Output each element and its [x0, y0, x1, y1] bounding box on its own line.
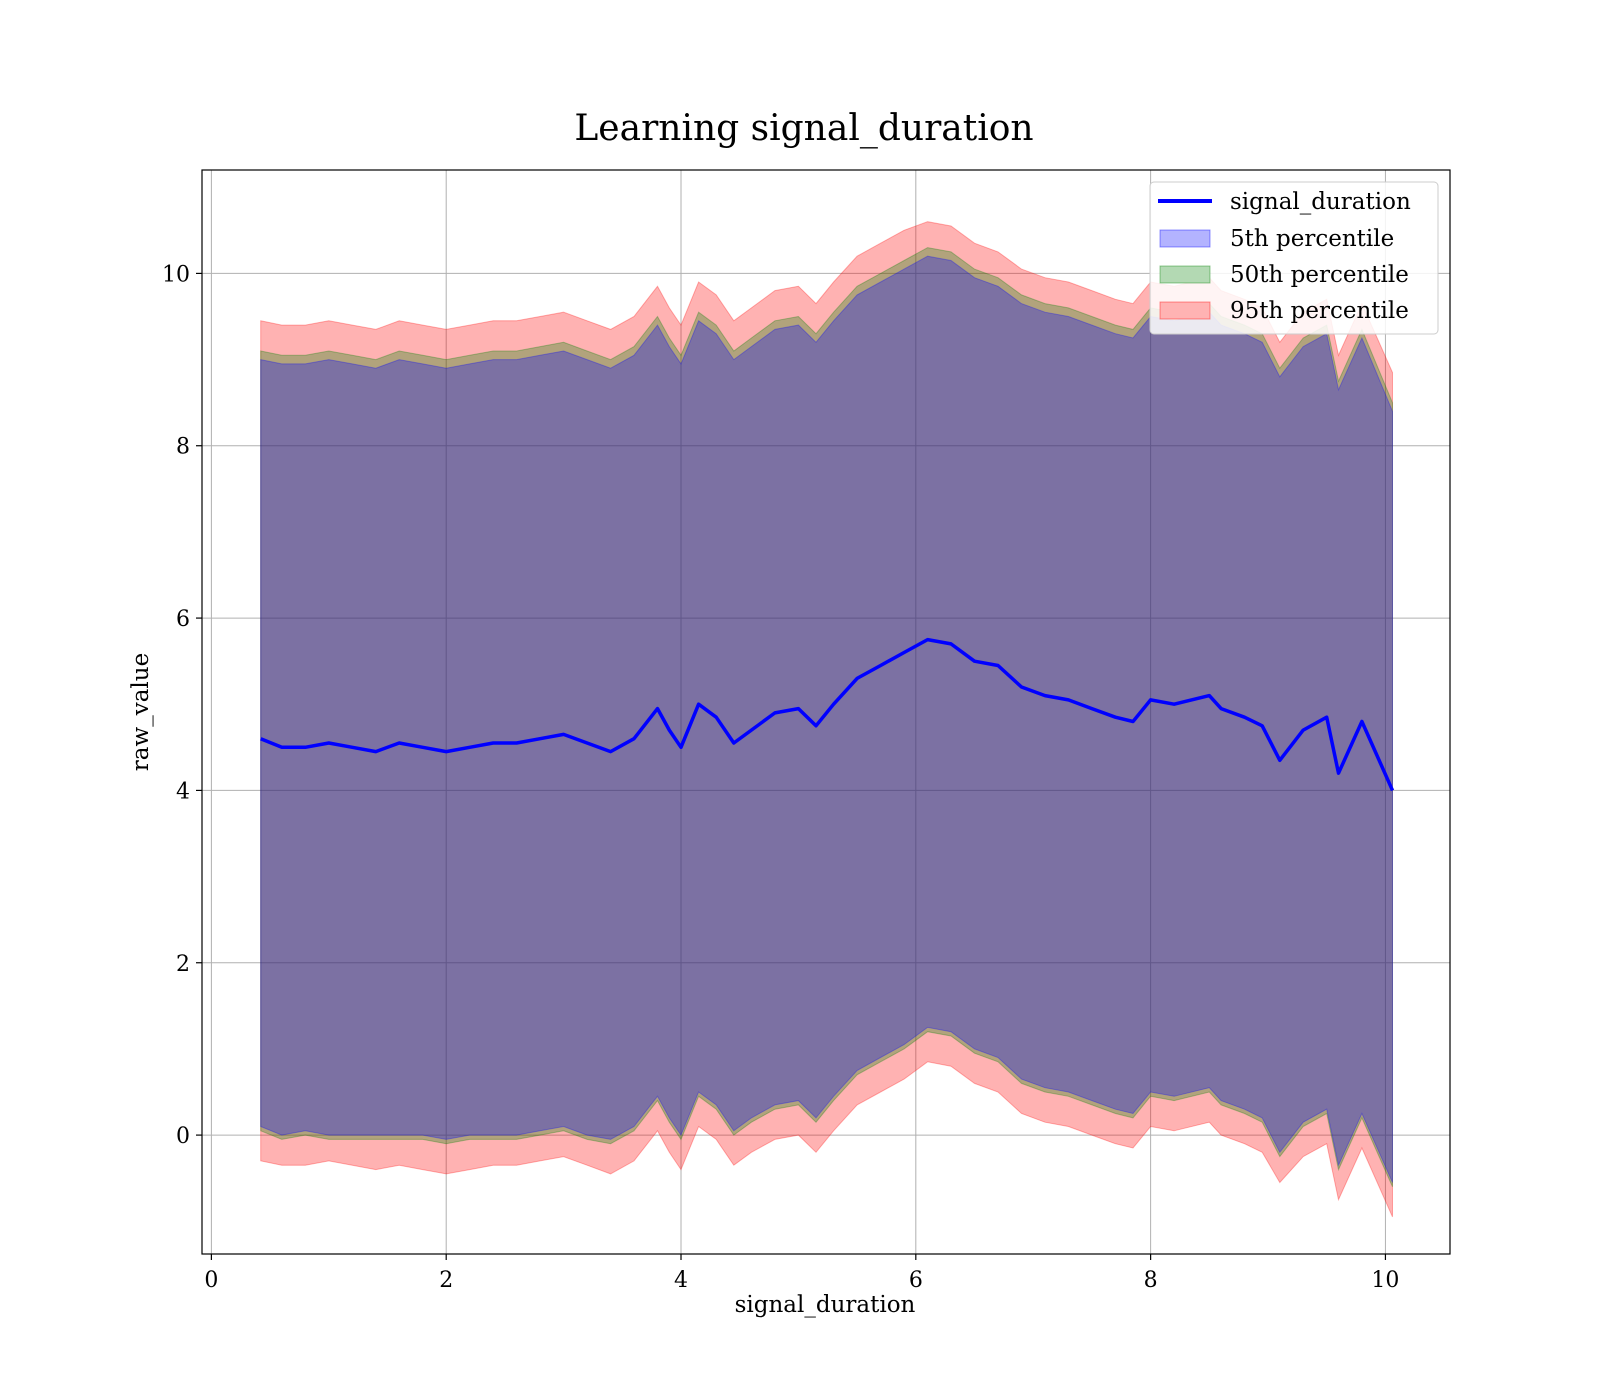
legend-label-signal-duration: signal_duration: [1230, 189, 1411, 215]
legend-swatch-5th-percentile: [1159, 229, 1211, 248]
legend: signal_duration 5th percentile 50th perc…: [1149, 181, 1439, 335]
legend-label-95th-percentile: 95th percentile: [1230, 298, 1409, 324]
band-95th-percentile: [260, 221, 1393, 1218]
band-5th-percentile: [260, 255, 1393, 1183]
y-tick-label: 8: [176, 435, 190, 460]
y-tick-label: 10: [162, 262, 190, 287]
x-tick-label: 4: [674, 1268, 688, 1293]
percentile-bands: [260, 221, 1393, 1218]
x-tick-label: 6: [909, 1268, 923, 1293]
x-tick-label: 0: [204, 1268, 218, 1293]
legend-label-5th-percentile: 5th percentile: [1230, 226, 1394, 252]
y-tick-label: 0: [176, 1124, 190, 1149]
x-tick-label: 2: [439, 1268, 453, 1293]
x-tick-label: 10: [1371, 1268, 1399, 1293]
x-tick-label: 8: [1144, 1268, 1158, 1293]
y-tick-label: 4: [176, 779, 190, 804]
band-50th-percentile: [260, 247, 1393, 1188]
legend-swatch-95th-percentile: [1159, 301, 1211, 320]
grid-lines: [202, 170, 1450, 1254]
series-line-layer: [260, 637, 1395, 792]
y-axis-label: raw_value: [128, 653, 154, 771]
chart-title: Learning signal_duration: [574, 108, 1033, 149]
legend-swatch-50th-percentile: [1159, 265, 1211, 284]
legend-frame: [1149, 181, 1439, 335]
y-tick-label: 6: [176, 607, 190, 632]
legend-label-50th-percentile: 50th percentile: [1230, 262, 1409, 288]
plot-frame: [201, 169, 1451, 1255]
axis-ticks: 0 2 4 6 8 10 0 2 4 6 8 10: [162, 262, 1399, 1293]
x-axis-label: signal_duration: [735, 1292, 916, 1318]
series-line-signal-duration: [260, 637, 1395, 792]
y-tick-label: 2: [176, 952, 190, 977]
